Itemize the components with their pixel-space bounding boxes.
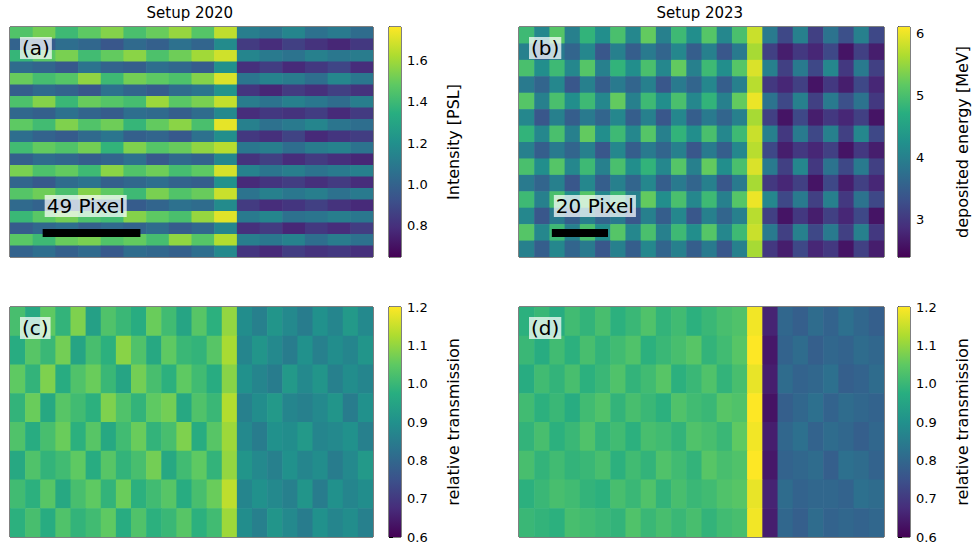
- svg-text:1.1: 1.1: [916, 338, 937, 353]
- svg-text:0.7: 0.7: [407, 491, 428, 506]
- svg-text:relative transmission: relative transmission: [444, 338, 463, 506]
- svg-text:0.9: 0.9: [407, 415, 428, 430]
- svg-text:Intensity [PSL]: Intensity [PSL]: [444, 84, 463, 200]
- svg-text:0.8: 0.8: [407, 218, 428, 233]
- svg-text:4: 4: [916, 150, 924, 165]
- svg-text:1.6: 1.6: [407, 53, 428, 68]
- svg-text:1.0: 1.0: [916, 376, 937, 391]
- svg-text:20 Pixel: 20 Pixel: [556, 194, 634, 218]
- svg-text:(c): (c): [22, 316, 49, 340]
- svg-text:(a): (a): [22, 36, 50, 60]
- svg-text:(b): (b): [531, 36, 559, 60]
- svg-text:Setup 2023: Setup 2023: [657, 4, 744, 22]
- svg-text:3: 3: [916, 212, 924, 227]
- svg-text:deposited energy [MeV]: deposited energy [MeV]: [953, 46, 972, 238]
- svg-text:5: 5: [916, 88, 924, 103]
- svg-text:0.8: 0.8: [407, 453, 428, 468]
- svg-text:0.9: 0.9: [916, 415, 937, 430]
- svg-text:6: 6: [916, 26, 924, 41]
- svg-text:(d): (d): [531, 316, 559, 340]
- svg-text:0.8: 0.8: [916, 453, 937, 468]
- svg-text:Setup 2020: Setup 2020: [147, 4, 234, 22]
- svg-text:49 Pixel: 49 Pixel: [47, 194, 125, 218]
- svg-text:1.4: 1.4: [407, 94, 428, 109]
- svg-text:1.0: 1.0: [407, 376, 428, 391]
- svg-text:0.6: 0.6: [407, 530, 428, 545]
- svg-text:1.2: 1.2: [916, 300, 937, 315]
- svg-text:1.2: 1.2: [407, 136, 428, 151]
- svg-text:1.2: 1.2: [407, 300, 428, 315]
- svg-text:relative transmission: relative transmission: [953, 338, 972, 506]
- svg-text:1.0: 1.0: [407, 177, 428, 192]
- svg-text:0.7: 0.7: [916, 491, 937, 506]
- svg-text:1.1: 1.1: [407, 338, 428, 353]
- svg-text:0.6: 0.6: [916, 530, 937, 545]
